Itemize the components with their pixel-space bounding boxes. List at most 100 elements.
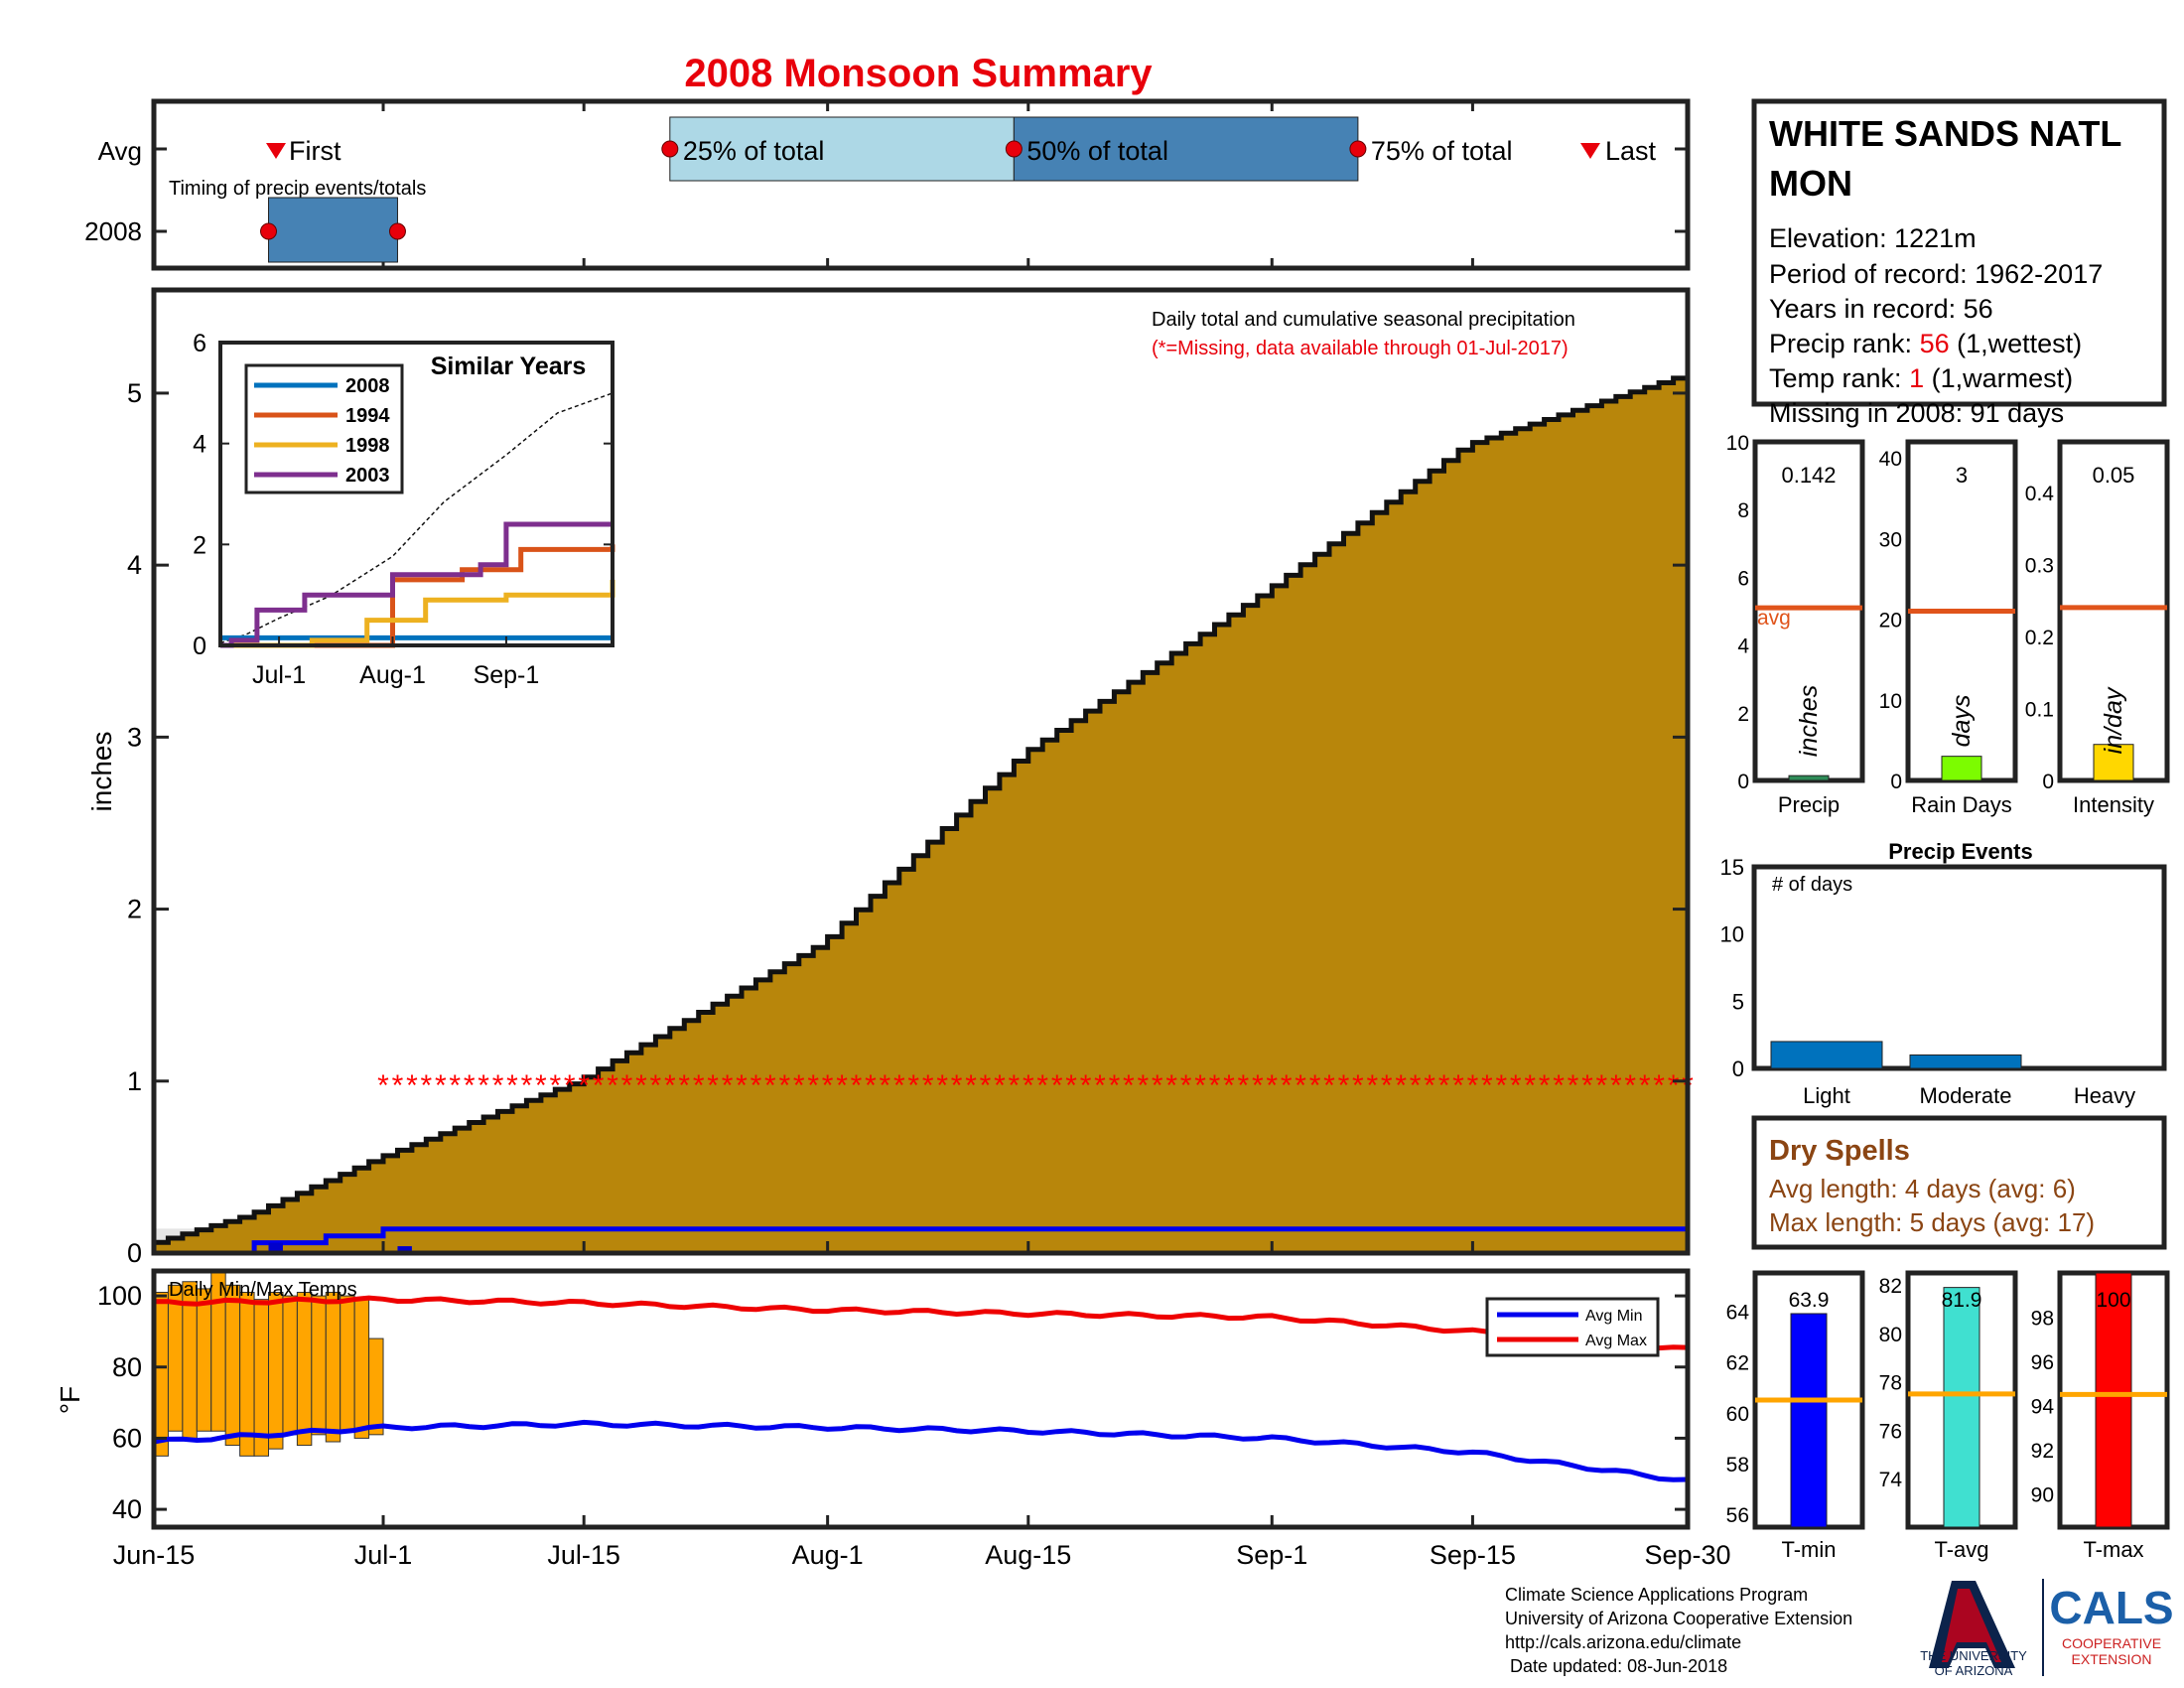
missing-data-marker: * xyxy=(1281,1069,1293,1102)
main-frame xyxy=(151,287,1691,1256)
missing-data-marker: * xyxy=(1109,1069,1121,1102)
dry-spells-frame xyxy=(1751,1115,2167,1250)
x-tick-label: Aug-1 xyxy=(792,1540,864,1570)
cals-logo-text: CALS xyxy=(2049,1582,2173,1633)
temp-summary-tick-label: 94 xyxy=(2031,1396,2055,1419)
dry-spells-avg: Avg length: 4 days (avg: 6) xyxy=(1769,1174,2076,1203)
missing-data-marker: * xyxy=(678,1069,690,1102)
temp-ylabel: °F xyxy=(55,1386,85,1414)
missing-data-marker: * xyxy=(807,1069,819,1102)
main-note-2: (*=Missing, data available through 01-Ju… xyxy=(1152,338,1569,359)
missing-data-marker: * xyxy=(1023,1069,1034,1102)
missing-data-marker: * xyxy=(707,1069,719,1102)
inset-legend-label: 2008 xyxy=(345,375,390,397)
stat-avg-label: avg xyxy=(1757,607,1791,630)
x-tick-label: Aug-15 xyxy=(985,1540,1071,1570)
temp-summary-tick-label: 76 xyxy=(1879,1420,1902,1443)
footer-line-4: Date updated: 08-Jun-2018 xyxy=(1505,1656,1727,1676)
events-category-label: Light xyxy=(1803,1083,1850,1108)
missing-data-marker: * xyxy=(593,1069,605,1102)
missing-data-marker: * xyxy=(1424,1069,1435,1102)
events-tick-label: 15 xyxy=(1720,855,1744,880)
missing-data-marker: * xyxy=(1209,1069,1221,1102)
missing-data-marker: * xyxy=(693,1069,705,1102)
main-ylabel: inches xyxy=(86,732,117,812)
stat-tick-label: 0.1 xyxy=(2025,698,2054,721)
footer-line-2: University of Arizona Cooperative Extens… xyxy=(1505,1609,1852,1628)
missing-data-marker: * xyxy=(1352,1069,1364,1102)
events-tick-label: 5 xyxy=(1732,989,1744,1014)
inset-axes: 0 2 4 6 Jul-1 Aug-1 Sep-1 xyxy=(193,330,613,689)
daily-temp-bar xyxy=(368,1337,384,1436)
timing-panel: Avg 2008 Timing of precip events/totals … xyxy=(84,98,1691,271)
missing-data-marker: * xyxy=(936,1069,948,1102)
inset-legend-label: 1998 xyxy=(345,435,390,457)
dry-spells-box: Dry Spells Avg length: 4 days (avg: 6) M… xyxy=(1751,1115,2167,1250)
temp-label: Daily Min/Max Temps xyxy=(169,1279,357,1301)
missing-data-marker: * xyxy=(1467,1069,1479,1102)
missing-data-marker: * xyxy=(464,1069,476,1102)
missing-data-marker: * xyxy=(951,1069,963,1102)
missing-data-marker: * xyxy=(1410,1069,1422,1102)
missing-data-marker: * xyxy=(635,1069,647,1102)
timing-label-first: First xyxy=(289,136,341,166)
missing-data-marker: * xyxy=(1653,1069,1665,1102)
missing-data-marker: * xyxy=(865,1069,877,1102)
missing-data-marker: * xyxy=(1252,1069,1264,1102)
missing-data-marker: * xyxy=(377,1069,389,1102)
temp-ytick-label: 60 xyxy=(112,1423,142,1453)
station-info-box: WHITE SANDS NATL MON Elevation: 1221m Pe… xyxy=(1751,98,2167,407)
daily-precip-bar xyxy=(397,1246,412,1253)
stat-tick-label: 0.2 xyxy=(2025,627,2054,649)
inset-frame xyxy=(218,341,614,647)
temp-summary-tick-label: 96 xyxy=(2031,1351,2054,1374)
missing-data-marker: * xyxy=(478,1069,489,1102)
temp-ytick-label: 80 xyxy=(112,1352,142,1382)
daily-temp-bar xyxy=(353,1299,370,1439)
ua-a-icon xyxy=(1929,1581,2015,1668)
precip-events-panel: Precip Events # of days 0 5 10 15 Light Moder… xyxy=(1720,839,2167,1108)
temp-summary-label: T-min xyxy=(1782,1537,1837,1562)
main-ytick-label: 4 xyxy=(127,550,142,580)
missing-data-marker: * xyxy=(1610,1069,1622,1102)
missing-data-marker: * xyxy=(664,1069,676,1102)
events-bar-Light xyxy=(1770,1041,1883,1069)
timing-marker-q50 xyxy=(1005,140,1023,158)
temp-y-axis: 40 60 80 100 xyxy=(97,1281,1690,1527)
daily-temp-bar xyxy=(282,1295,298,1436)
missing-data-marker: * xyxy=(521,1069,533,1102)
stat-value: 0.05 xyxy=(2093,463,2135,488)
avg-cumulative-line xyxy=(154,375,1688,1245)
main-y-axis: 0 1 2 3 4 5 xyxy=(127,378,1690,1268)
temp-summary-tick-label: 64 xyxy=(1726,1301,1750,1324)
stat-label: Precip xyxy=(1778,792,1840,817)
figure-title: 2008 Monsoon Summary xyxy=(684,52,1153,95)
stat-tick-label: 10 xyxy=(1726,432,1749,455)
missing-data-marker: * xyxy=(1510,1069,1522,1102)
temp-summary-tick-label: 58 xyxy=(1726,1454,1749,1477)
coop-ext-2: EXTENSION xyxy=(2072,1651,2152,1667)
missing-data-marker: * xyxy=(607,1069,618,1102)
temp-legend-box xyxy=(1485,1297,1660,1357)
timing-caption: Timing of precip events/totals xyxy=(169,178,426,200)
missing-data-marker: * xyxy=(1639,1069,1651,1102)
temp-summary-value: 81.9 xyxy=(1942,1289,1982,1312)
main-ytick-label: 1 xyxy=(127,1066,142,1096)
timing-label-q50: 50% of total xyxy=(1026,136,1168,166)
inset-ytick-label: 0 xyxy=(193,633,206,660)
missing-data-marker: * xyxy=(764,1069,776,1102)
inset-series-2003 xyxy=(220,521,613,648)
daily-temp-bar xyxy=(325,1292,341,1443)
dry-spells-title: Dry Spells xyxy=(1769,1135,1910,1167)
temp-summary-bars: 63.9 56 58 60 62 64 T-min 81.9 74 76 78 80 82 T-avg 10… xyxy=(1726,1270,2170,1562)
daily-temp-bar xyxy=(296,1292,313,1447)
missing-data-marker: * xyxy=(980,1069,992,1102)
legend-avg-max: Avg Max xyxy=(1585,1333,1647,1349)
missing-data-marker: * xyxy=(1381,1069,1393,1102)
missing-data-marker: * xyxy=(1596,1069,1608,1102)
missing-data-marker: * xyxy=(564,1069,576,1102)
missing-data-marker: * xyxy=(1323,1069,1335,1102)
daily-temp-bar xyxy=(196,1288,212,1432)
missing-data-marker: * xyxy=(1094,1069,1106,1102)
missing-data-marker: * xyxy=(1624,1069,1636,1102)
